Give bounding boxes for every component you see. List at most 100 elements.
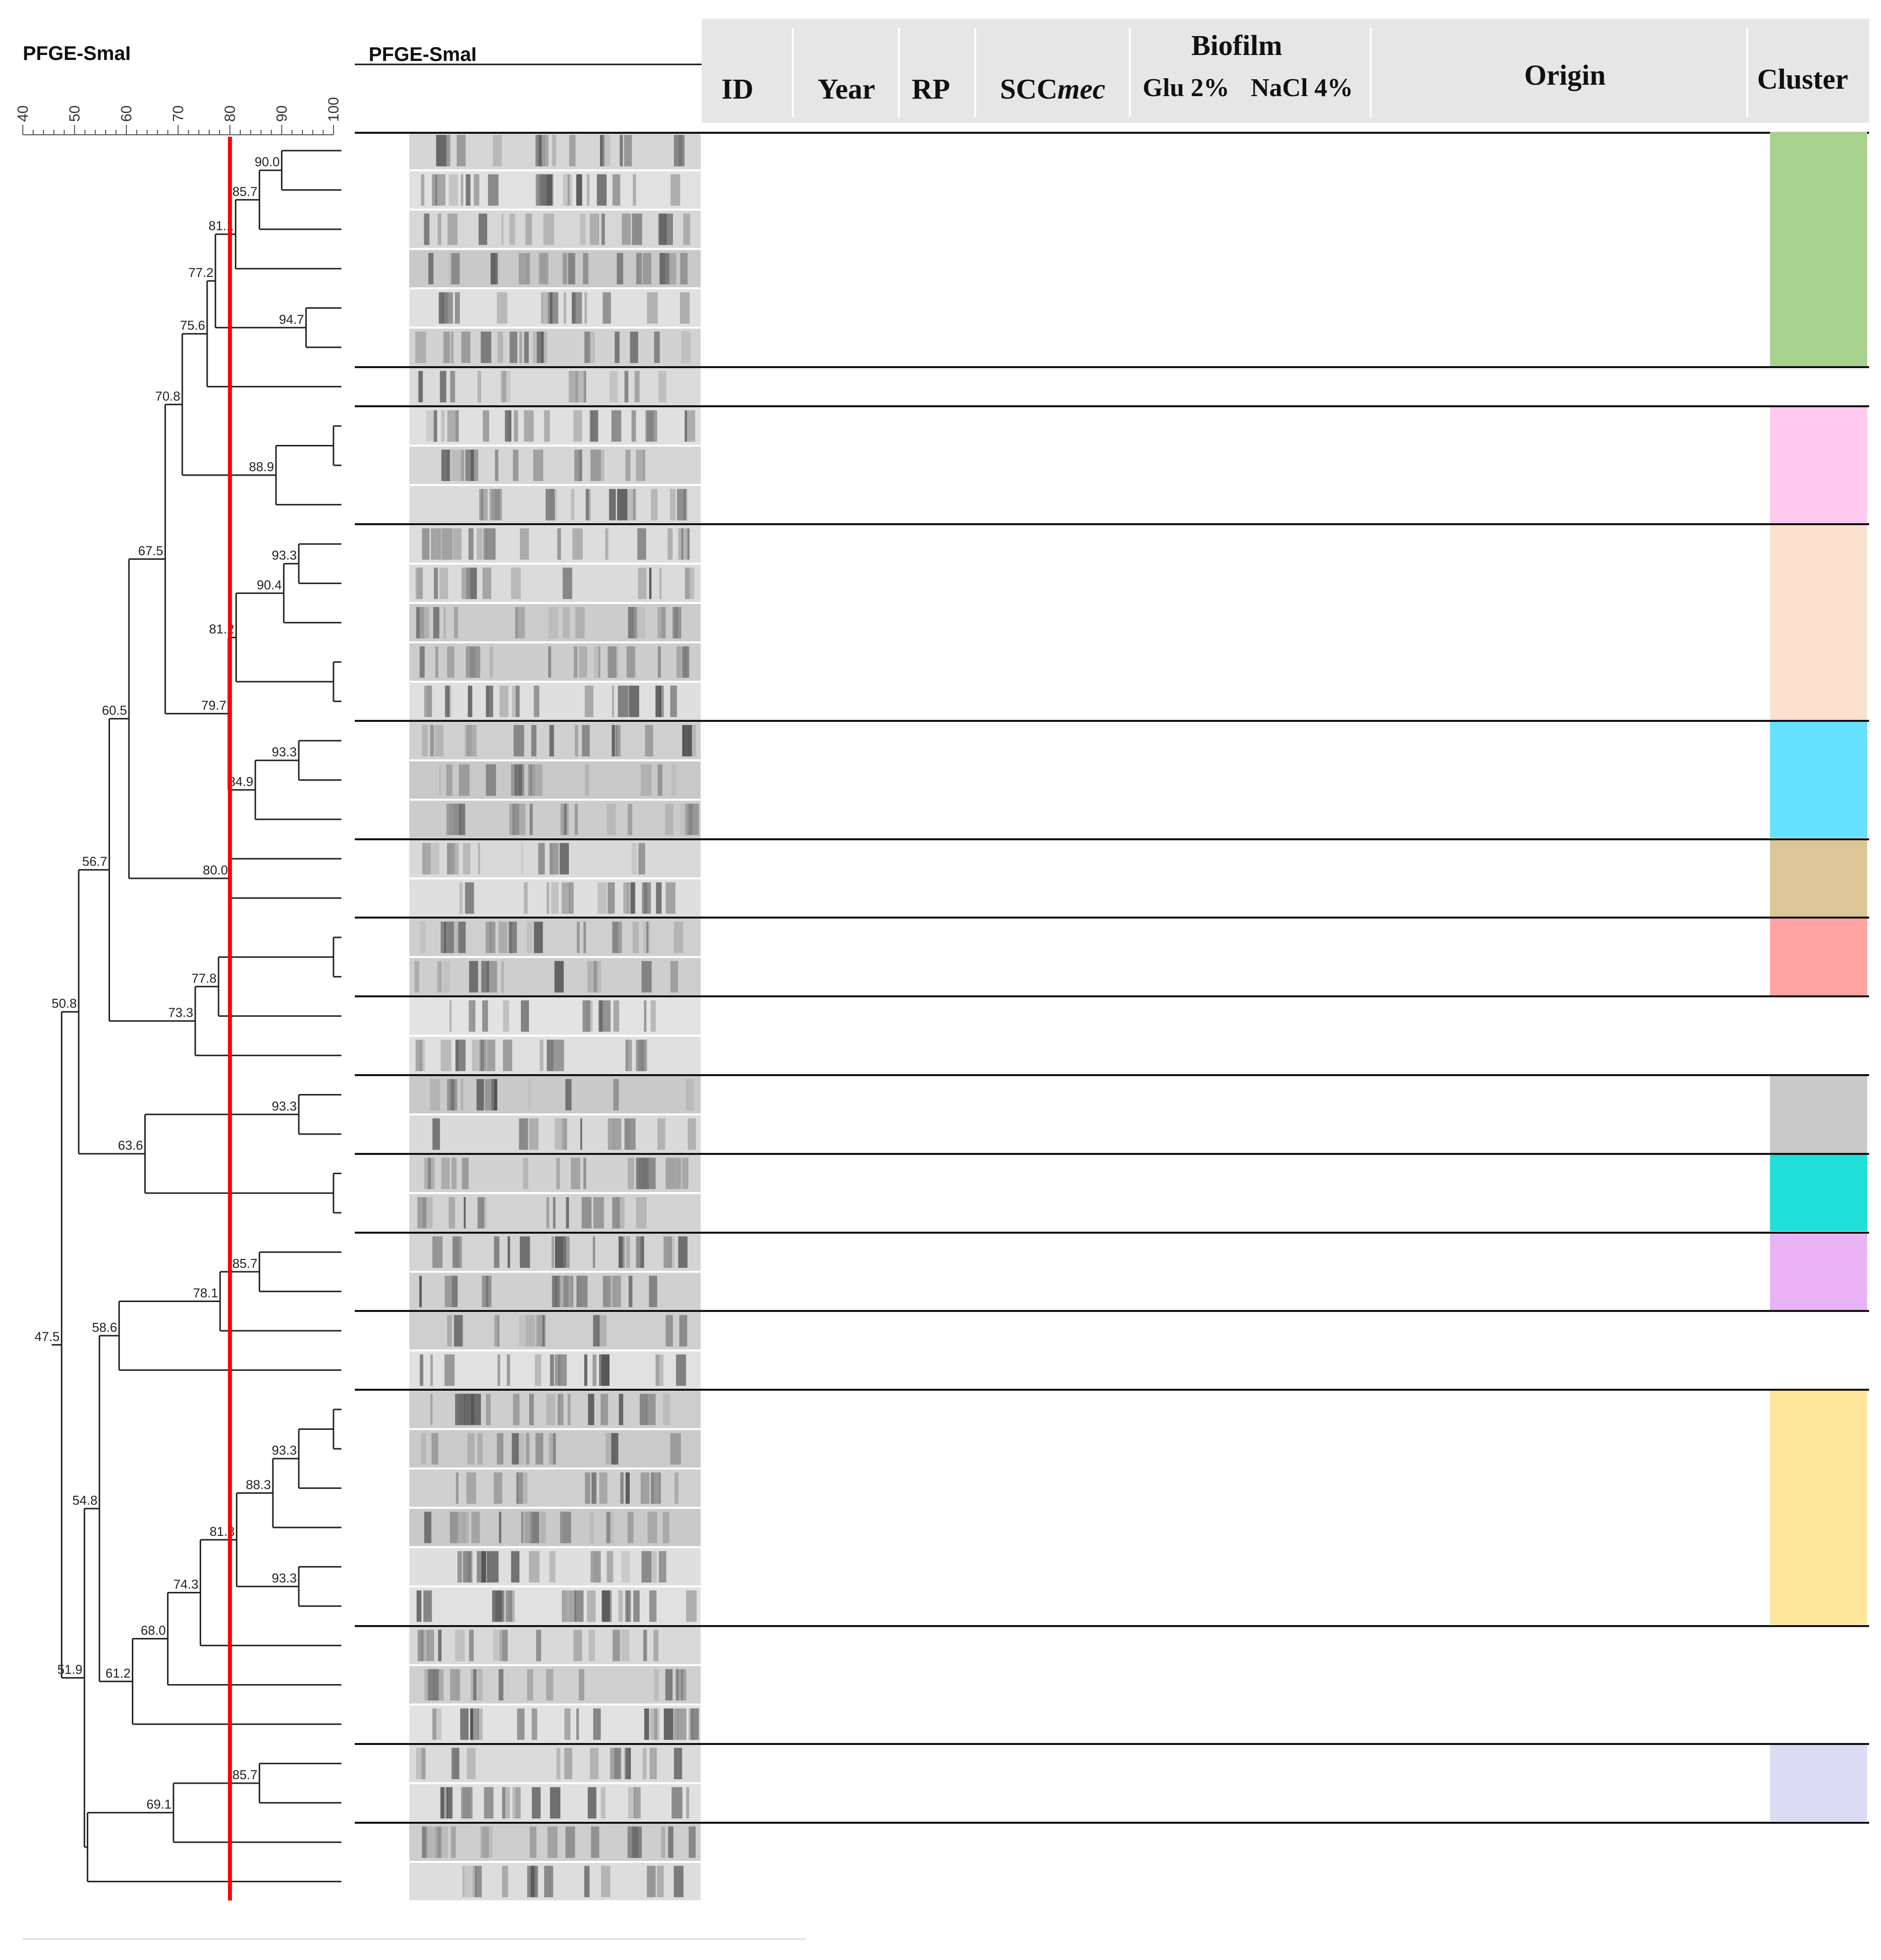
gel-band: [688, 567, 694, 599]
gel-band: [460, 1708, 469, 1740]
header-id: ID: [721, 73, 754, 105]
gel-band: [649, 1590, 657, 1622]
gel-band: [521, 1512, 524, 1543]
gel-band: [430, 1354, 433, 1386]
gel-band: [437, 961, 442, 993]
gel-band: [502, 1630, 508, 1661]
gel-band: [583, 253, 589, 284]
gel-lane: [409, 1036, 701, 1074]
gel-band: [453, 1747, 459, 1780]
gel-band: [512, 1787, 516, 1819]
gel-band: [547, 882, 550, 914]
gel-band: [422, 843, 431, 874]
gel-band: [562, 253, 567, 284]
gel-band: [543, 331, 547, 363]
gel-band: [517, 1472, 528, 1504]
group-separator: [355, 720, 1869, 722]
gel-band: [656, 882, 662, 914]
gel-band: [435, 725, 444, 757]
gel-band: [569, 135, 576, 166]
gel-band: [493, 1630, 504, 1661]
gel-band: [449, 1512, 458, 1543]
gel-band: [544, 410, 550, 442]
gel-band: [524, 1512, 533, 1543]
gel-band: [465, 882, 474, 914]
gel-band: [554, 1354, 561, 1386]
gel-band: [446, 764, 453, 796]
gel-band: [617, 489, 628, 521]
gel-band: [587, 174, 590, 206]
gel-band: [417, 1197, 427, 1229]
gel-band: [678, 1236, 688, 1268]
gel-band: [462, 1865, 465, 1898]
gel-band: [671, 1787, 683, 1819]
gel-band: [481, 961, 489, 993]
gel-band: [509, 804, 515, 835]
gel-band: [682, 646, 690, 678]
node-similarity-label: 70.8: [155, 388, 180, 403]
gel-lane: [409, 1548, 701, 1586]
gel-band: [601, 449, 605, 481]
gel-band: [575, 607, 585, 639]
gel-band: [482, 1826, 489, 1858]
gel-band: [608, 1118, 615, 1150]
gel-band: [629, 1118, 636, 1150]
gel-band: [446, 135, 450, 166]
node-similarity-label: 77.2: [188, 265, 214, 280]
gel-band: [415, 331, 426, 363]
gel-band: [631, 843, 637, 874]
gel-band: [436, 174, 445, 206]
gel-band: [558, 1354, 567, 1386]
gel-band: [687, 1118, 696, 1150]
gel-band: [658, 371, 666, 403]
gel-band: [435, 646, 439, 678]
gel-band: [617, 685, 629, 717]
gel-band: [611, 410, 621, 442]
node-similarity-label: 63.6: [118, 1138, 143, 1153]
gel-band: [539, 174, 548, 206]
cluster-g: [1770, 1076, 1867, 1153]
gel-band: [490, 646, 494, 678]
gel-lane: [409, 682, 701, 720]
gel-band: [566, 804, 569, 835]
gel-band: [448, 1197, 455, 1229]
gel-band: [422, 1197, 433, 1229]
gel-band: [581, 1275, 588, 1307]
gel-band: [436, 135, 447, 166]
node-similarity-label: 90.4: [257, 577, 282, 592]
node-similarity-label: 94.7: [279, 312, 304, 327]
gel-band: [521, 843, 523, 874]
gel-band: [576, 1708, 579, 1740]
gel-band: [533, 764, 543, 796]
dendrogram: 40 50 60 70 80 90 10090.085.781.194.777.275.68…: [15, 97, 342, 1901]
group-separator: [355, 1310, 1869, 1312]
gel-lane: [409, 722, 701, 760]
gel-image: [355, 63, 702, 1901]
gel-band: [430, 1394, 433, 1425]
gel-band: [468, 528, 474, 560]
gel-band: [495, 449, 498, 481]
gel-band: [642, 1157, 649, 1190]
gel-band: [562, 607, 570, 639]
gel-band: [582, 1000, 590, 1032]
gel-band: [420, 607, 430, 639]
gel-band: [637, 528, 646, 560]
gel-band: [601, 1865, 610, 1898]
gel-lane: [409, 958, 701, 996]
gel-band: [534, 685, 540, 717]
gel-band: [541, 292, 548, 324]
gel-lane: [409, 1509, 701, 1546]
gel-band: [441, 410, 445, 442]
gel-lane: [409, 1862, 701, 1901]
gel-band: [450, 1079, 454, 1111]
gel-band: [665, 1669, 673, 1701]
gel-band: [519, 1315, 528, 1347]
node-similarity-label: 93.3: [272, 1571, 297, 1585]
gel-band: [503, 1000, 509, 1032]
gel-band: [529, 1118, 539, 1150]
gel-band: [587, 961, 598, 993]
gel-band: [636, 449, 645, 481]
cluster-a: [1770, 132, 1867, 366]
gel-band: [590, 214, 600, 245]
gel-band: [463, 1551, 472, 1583]
